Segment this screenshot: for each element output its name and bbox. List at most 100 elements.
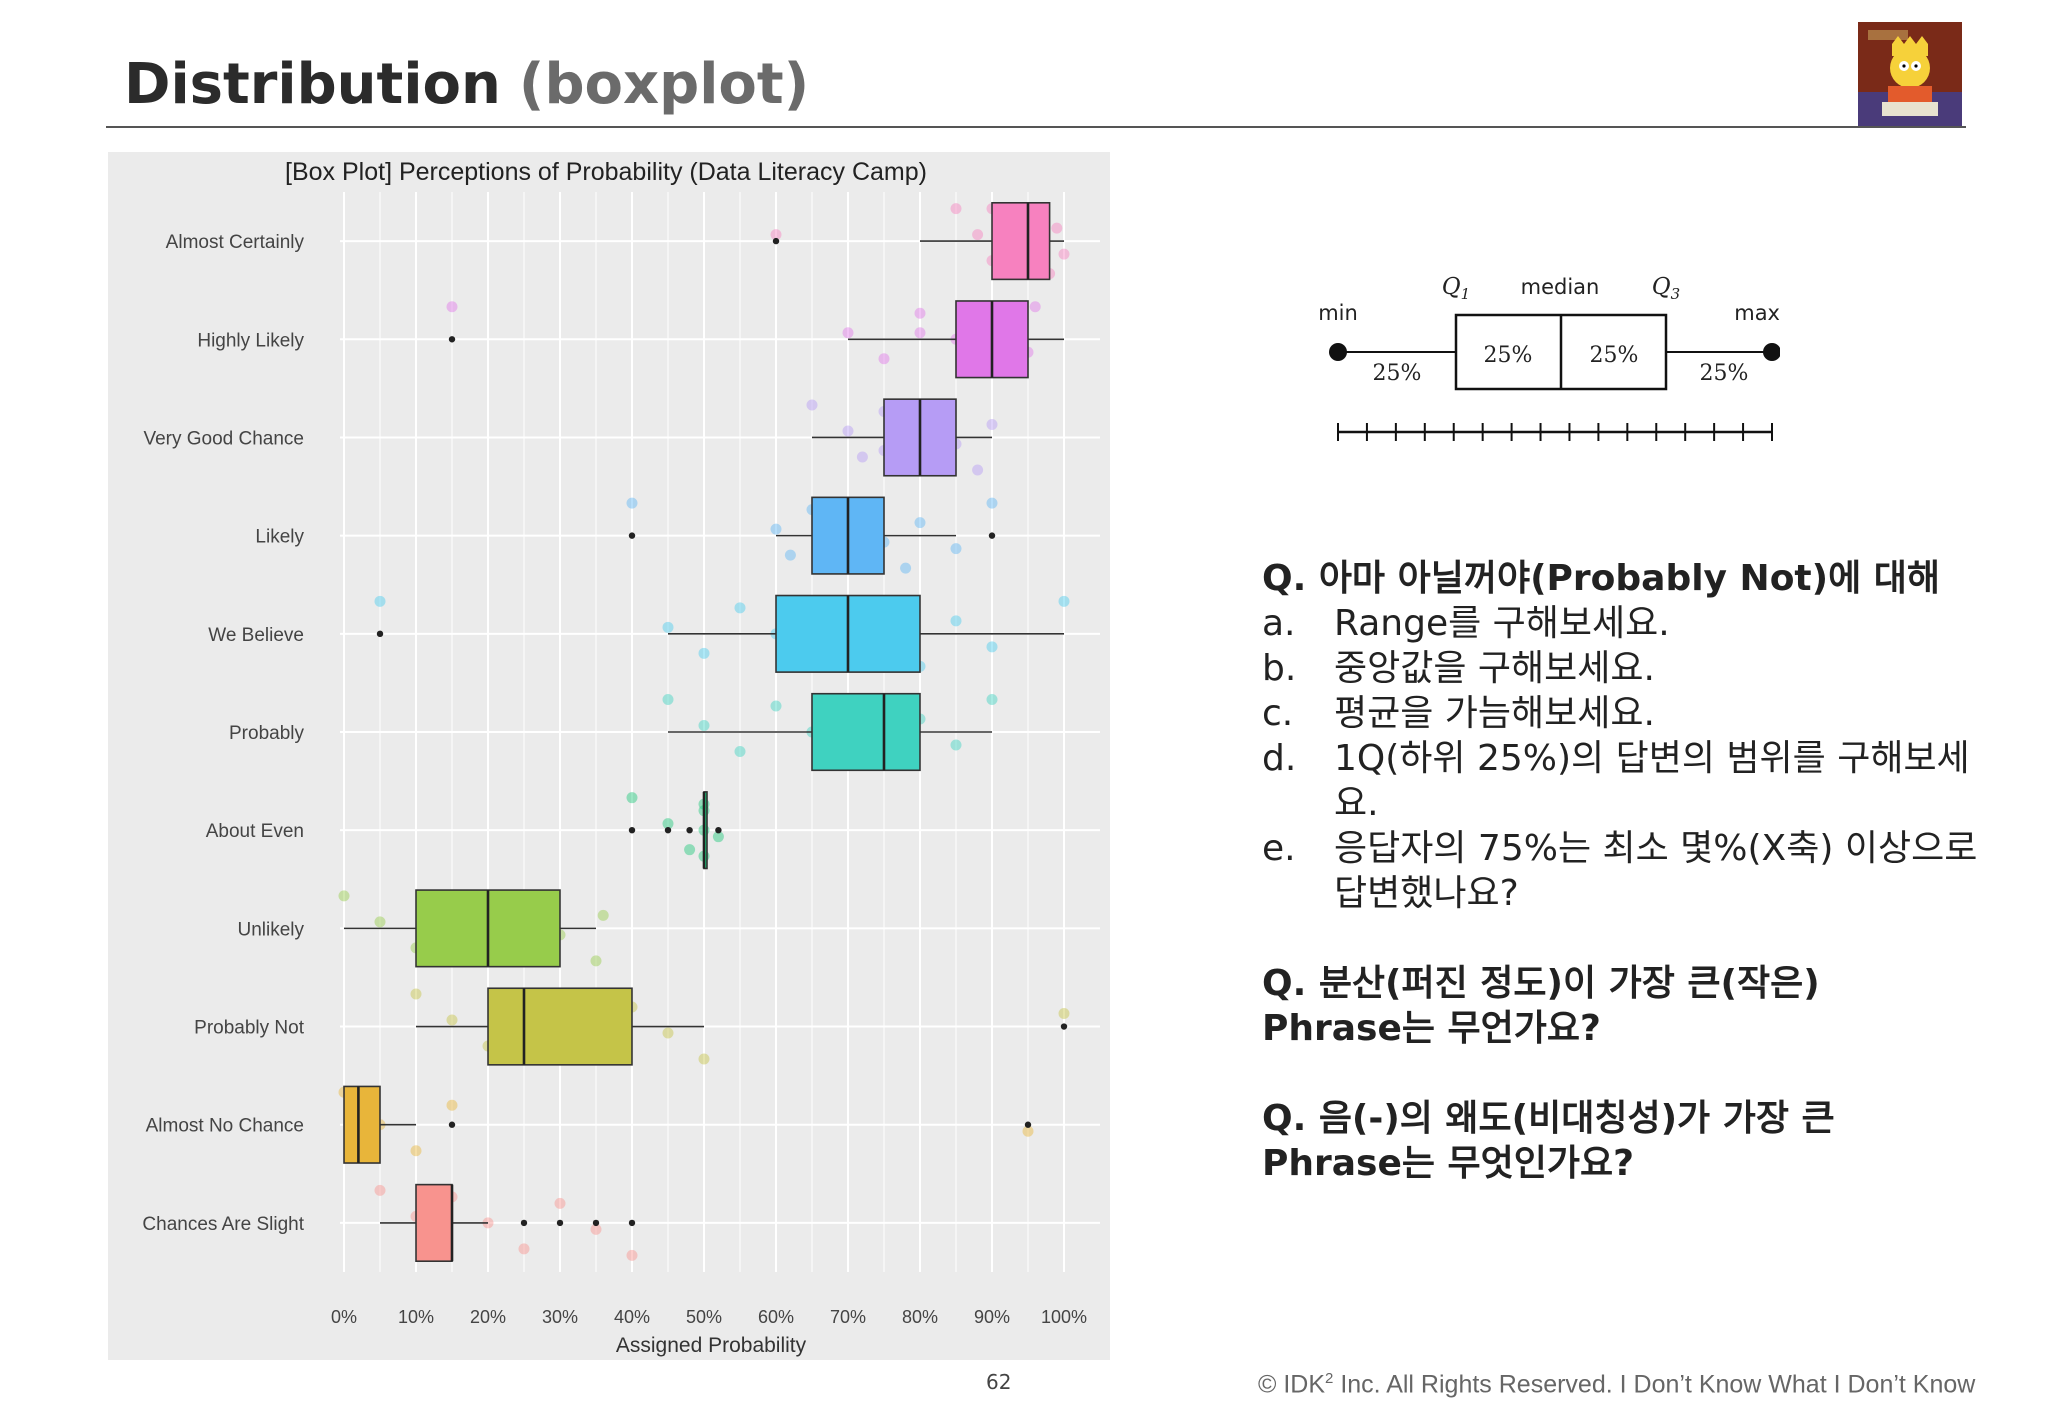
- data-point: [770, 229, 782, 241]
- x-tick-label: 80%: [902, 1307, 938, 1327]
- schematic-label-q3: Q3: [1652, 274, 1680, 303]
- data-point: [590, 955, 602, 967]
- outlier-point: [988, 532, 996, 539]
- box: [811, 692, 921, 772]
- y-category-label: Probably Not: [194, 1018, 305, 1039]
- data-point: [986, 694, 998, 705]
- slide-title-sub: (boxplot): [518, 52, 810, 117]
- schematic-max-dot: [1763, 343, 1780, 361]
- data-point: [446, 1014, 458, 1026]
- data-point: [856, 451, 868, 463]
- data-point: [684, 844, 696, 856]
- x-tick-label: 40%: [614, 1307, 650, 1327]
- data-point: [914, 327, 926, 339]
- outlier-point: [1060, 1023, 1068, 1030]
- data-point: [712, 831, 724, 843]
- question-2-line-2: Phrase는 무언가요?: [1262, 1008, 1601, 1049]
- data-point: [698, 720, 710, 731]
- schematic-ruler: [1337, 423, 1773, 441]
- data-point: [662, 818, 674, 830]
- title-divider: [106, 126, 1966, 128]
- y-category-label: Almost Certainly: [166, 232, 305, 253]
- data-point: [518, 1243, 530, 1255]
- box: [487, 987, 633, 1066]
- item-letter: d.: [1262, 738, 1297, 779]
- data-point: [1022, 1125, 1034, 1137]
- data-point: [446, 301, 458, 313]
- y-category-label: Very Good Chance: [143, 428, 304, 449]
- outlier-point: [448, 1121, 456, 1128]
- x-tick-label: 0%: [331, 1307, 357, 1327]
- outlier-point: [686, 826, 693, 834]
- item-letter: a.: [1262, 603, 1296, 644]
- x-tick-label: 20%: [470, 1307, 506, 1327]
- footer-suffix: Inc. All Rights Reserved. I Don’t Know W…: [1333, 1370, 1976, 1399]
- x-axis-label: Assigned Probability: [616, 1334, 807, 1357]
- data-point: [1029, 301, 1041, 313]
- outlier-point: [664, 826, 672, 834]
- outlier-point: [376, 630, 384, 638]
- x-tick-label: 90%: [974, 1307, 1010, 1327]
- data-point: [597, 909, 609, 921]
- y-category-label: We Believe: [208, 625, 304, 646]
- spacer: [1262, 916, 1982, 961]
- data-point: [770, 523, 782, 535]
- data-point: [914, 517, 926, 529]
- boxplot-chart: Almost Certainly Highly Likely Very Good C…: [108, 152, 1110, 1360]
- question-1-item-c: c. 평균을 가늠해보세요.: [1262, 691, 1982, 736]
- data-point: [662, 621, 674, 633]
- page-number: 62: [986, 1370, 1012, 1394]
- footer-sup: 2: [1325, 1370, 1334, 1387]
- outlier-point: [772, 237, 780, 245]
- item-letter: e.: [1262, 828, 1296, 869]
- boxplot-schematic: min Q1 median Q3 max 25% 25% 25% 25%: [1318, 274, 1780, 441]
- x-tick-label: 10%: [398, 1307, 434, 1327]
- schematic-label-min: min: [1318, 301, 1358, 325]
- data-point: [554, 1197, 566, 1209]
- data-point: [626, 792, 638, 804]
- data-point: [986, 641, 998, 653]
- data-point: [1058, 248, 1070, 260]
- question-1-item-e: e. 응답자의 75%는 최소 몇%(X축) 이상으로 답변했나요?: [1262, 826, 1982, 916]
- data-point: [734, 746, 746, 757]
- y-category-label: About Even: [206, 821, 304, 842]
- data-point: [950, 615, 962, 627]
- footer-copyright: © IDK2 Inc. All Rights Reserved. I Don’t…: [1258, 1370, 1975, 1399]
- question-1-item-d: d. 1Q(하위 25%)의 답변의 범위를 구해보세요.: [1262, 736, 1982, 826]
- data-point: [374, 595, 386, 607]
- y-category-label: Highly Likely: [197, 330, 304, 351]
- outlier-point: [520, 1219, 528, 1227]
- x-tick-label: 70%: [830, 1307, 866, 1327]
- schematic-pct-1: 25%: [1373, 361, 1422, 386]
- question-1-heading: Q. 아마 아닐꺼야(Probably Not)에 대해: [1262, 558, 1940, 599]
- data-point: [914, 307, 926, 319]
- data-point: [626, 497, 638, 509]
- data-point: [1058, 1008, 1070, 1020]
- box: [415, 1183, 453, 1262]
- data-point: [698, 647, 710, 659]
- data-point: [986, 418, 998, 430]
- spacer: [1262, 1051, 1982, 1096]
- data-point: [950, 739, 962, 751]
- data-point: [878, 353, 890, 365]
- question-2-line-1: Q. 분산(퍼진 정도)이 가장 큰(작은): [1262, 963, 1820, 1004]
- data-point: [986, 497, 998, 509]
- schematic-pct-3: 25%: [1590, 343, 1639, 368]
- data-point: [842, 425, 854, 437]
- data-point: [770, 700, 782, 712]
- data-point: [446, 1099, 458, 1111]
- data-point: [374, 1184, 386, 1196]
- data-point: [842, 327, 854, 339]
- data-point: [806, 399, 818, 411]
- item-text: 중앙값을 구해보세요.: [1334, 648, 1655, 689]
- y-category-label: Chances Are Slight: [142, 1214, 304, 1235]
- data-point: [972, 229, 984, 241]
- item-text: 평균을 가늠해보세요.: [1334, 693, 1655, 734]
- schematic-label-median: median: [1521, 275, 1600, 299]
- data-point: [972, 464, 984, 476]
- y-category-label: Almost No Chance: [146, 1116, 304, 1137]
- question-3-line-1: Q. 음(-)의 왜도(비대칭성)가 가장 큰: [1262, 1098, 1835, 1139]
- outlier-point: [556, 1219, 564, 1227]
- data-point: [374, 916, 386, 928]
- item-text: Range를 구해보세요.: [1334, 603, 1670, 644]
